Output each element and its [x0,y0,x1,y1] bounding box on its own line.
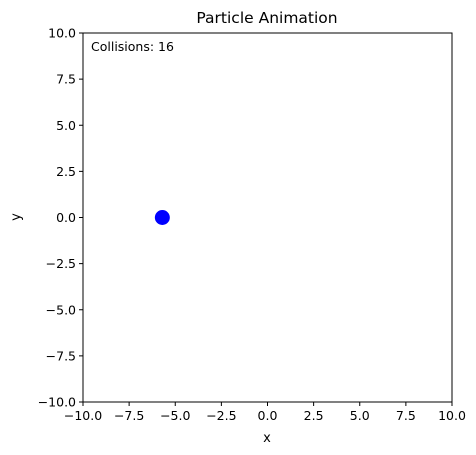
x-tick-label: 7.5 [396,408,416,423]
x-tick-label: −2.5 [206,408,236,423]
x-tick-label: 0.0 [258,408,278,423]
chart-title: Particle Animation [196,9,337,27]
y-tick-label: 10.0 [48,26,76,41]
y-tick-label: 7.5 [56,72,76,87]
plot-area [82,32,453,403]
y-tick-label: −2.5 [46,256,76,271]
y-tick-label: 0.0 [56,210,76,225]
y-tick-label: −7.5 [46,348,76,363]
y-tick-label: −5.0 [46,302,76,317]
particle-point [154,210,170,225]
y-tick-label: 2.5 [56,164,76,179]
collisions-annotation: Collisions: 16 [91,39,174,54]
x-axis: −10.0 −7.5 −5.0 −2.5 0.0 2.5 5.0 7.5 10.0 [64,402,466,423]
y-tick-label: −10.0 [38,395,76,410]
x-tick-label: 10.0 [438,408,466,423]
x-tick-label: −5.0 [160,408,190,423]
data-points [154,210,170,225]
y-axis-label: y [9,213,24,221]
x-tick-label: −10.0 [64,408,102,423]
x-axis-label: x [263,431,271,446]
y-axis: −10.0 −7.5 −5.0 −2.5 0.0 2.5 5.0 7.5 10.0 [38,26,83,410]
x-tick-label: 2.5 [304,408,324,423]
x-tick-label: −7.5 [114,408,144,423]
y-tick-label: 5.0 [56,118,76,133]
x-tick-label: 5.0 [350,408,370,423]
